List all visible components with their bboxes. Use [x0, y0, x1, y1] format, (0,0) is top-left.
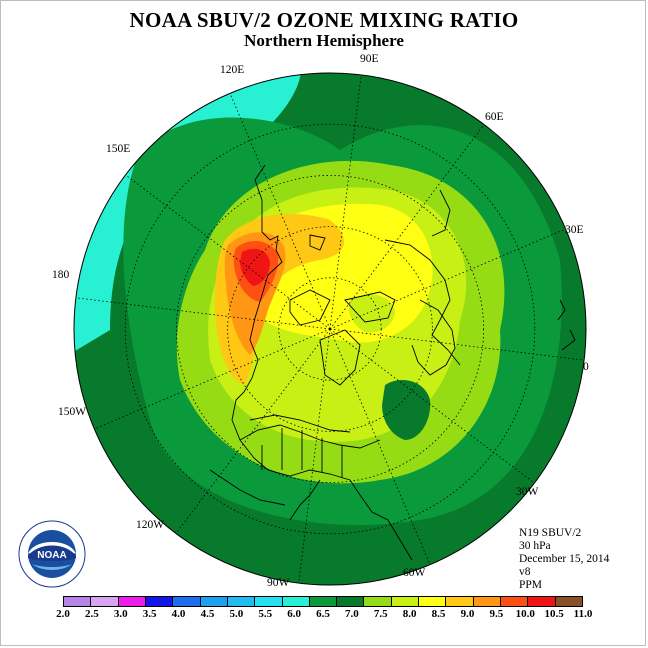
colorbar-segment	[64, 597, 92, 606]
colorbar-segment	[391, 597, 420, 606]
lon-label: 30W	[516, 486, 539, 498]
page-subtitle: Northern Hemisphere	[244, 31, 404, 50]
page-title: NOAA SBUV/2 OZONE MIXING RATIO	[129, 8, 519, 32]
colorbar-tick-label: 2.0	[56, 608, 70, 620]
colorbar-tick-label: 10.0	[515, 608, 535, 620]
colorbar-segment	[528, 597, 556, 606]
colorbar-tick-label: 9.0	[460, 608, 475, 620]
colorbar-tick-label: 7.0	[345, 608, 359, 620]
lon-label: 120E	[220, 64, 244, 76]
meridian-line	[175, 328, 331, 534]
colorbar-segment	[255, 597, 283, 606]
version-label: v8	[519, 566, 531, 578]
colorbar-tick-label: 9.5	[489, 608, 504, 620]
lon-label: 0	[583, 361, 589, 373]
colorbar-segment	[227, 597, 256, 606]
meridian-line	[75, 297, 331, 330]
colorbar	[63, 596, 583, 607]
colorbar-segment	[337, 597, 365, 606]
colorbar-tick-label: 4.0	[171, 608, 186, 620]
meridian-line	[229, 93, 331, 330]
colorbar-tick-label: 5.0	[229, 608, 244, 620]
colorbar-segment	[118, 597, 146, 606]
units-label: PPM	[519, 579, 543, 591]
lon-label: 30E	[565, 224, 584, 236]
coastlines	[209, 164, 576, 561]
colorbar-segment	[145, 597, 174, 606]
colorbar-segment	[200, 597, 228, 606]
lon-label: 90E	[360, 53, 379, 65]
pressure-level: 30 hPa	[519, 540, 551, 552]
latitude-circle	[175, 174, 485, 484]
colorbar-segment	[173, 597, 201, 606]
lon-label: 60W	[403, 567, 426, 579]
meridian-line	[329, 228, 566, 330]
noaa-logo: NOAA	[18, 520, 86, 588]
satellite-label: N19 SBUV/2	[519, 527, 582, 539]
colorbar-tick-label: 5.5	[258, 608, 273, 620]
colorbar-tick-label: 6.0	[287, 608, 301, 620]
colorbar-segment	[364, 597, 392, 606]
logo-text: NOAA	[37, 550, 66, 561]
colorbar-tick-label: 2.5	[85, 608, 99, 620]
colorbar-segment	[446, 597, 474, 606]
meridian-line	[298, 328, 331, 584]
colorbar-tick-label: 11.0	[573, 608, 593, 620]
lon-label: 180	[52, 269, 70, 281]
colorbar-tick-label: 8.5	[431, 608, 446, 620]
colorbar-tick-label: 10.5	[544, 608, 564, 620]
colorbar-segment	[91, 597, 119, 606]
colorbar-tick-label: 7.5	[373, 608, 388, 620]
lon-label: 60E	[485, 111, 504, 123]
meridian-line	[125, 174, 331, 330]
meridian-line	[329, 124, 485, 330]
colorbar-tick-label: 4.5	[200, 608, 215, 620]
latitude-circle	[124, 123, 536, 535]
colorbar-tick-label: 6.5	[316, 608, 330, 620]
colorbar-segment	[473, 597, 501, 606]
colorbar-tick-label: 8.0	[402, 608, 417, 620]
meridian-line	[329, 328, 535, 484]
colorbar-segment	[282, 597, 310, 606]
lon-label: 90W	[267, 577, 290, 589]
colorbar-segment	[309, 597, 338, 606]
latitude-circle	[227, 226, 433, 432]
meridian-line	[329, 328, 431, 565]
date-label: December 15, 2014	[519, 553, 610, 565]
latitude-circle	[278, 277, 382, 381]
meridian-line	[329, 328, 585, 361]
longitude-labels: 90E 60E 30E 0 30W 60W 90W 120W 150W 180 …	[52, 53, 589, 589]
colorbar-segment	[419, 597, 447, 606]
lon-label: 120W	[136, 519, 164, 531]
colorbar-tick-label: 3.5	[142, 608, 157, 620]
colorbar-segment	[501, 597, 529, 606]
meridian-line	[329, 74, 362, 330]
colorbar-tick-label: 3.0	[113, 608, 128, 620]
lon-label: 150W	[58, 406, 86, 418]
ozone-contours	[74, 73, 586, 585]
map-boundary	[73, 72, 587, 586]
meridian-line	[94, 328, 331, 430]
graticule	[75, 74, 585, 584]
colorbar-segment	[555, 597, 582, 606]
lon-label: 150E	[106, 143, 130, 155]
